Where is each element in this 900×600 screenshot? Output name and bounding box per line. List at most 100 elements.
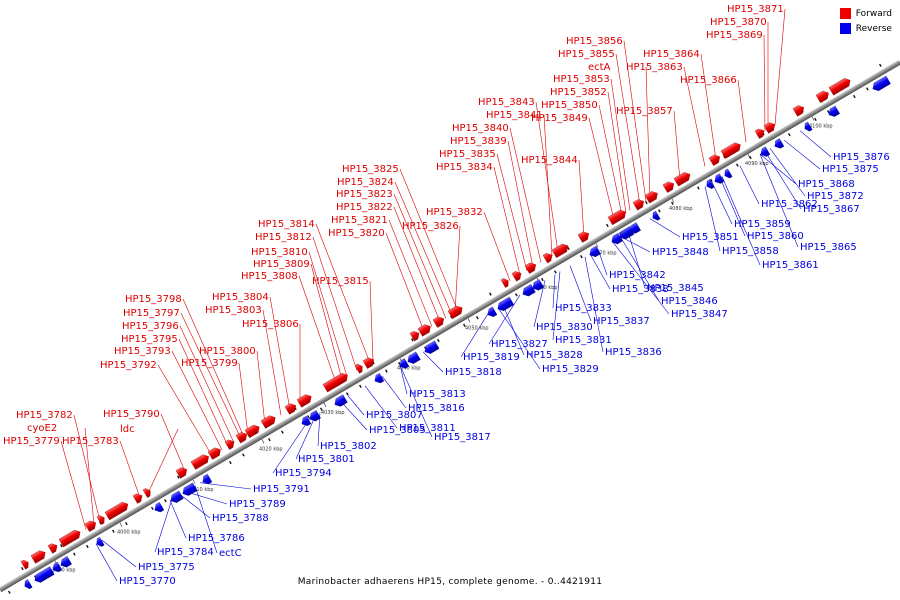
reverse-gene[interactable] — [827, 105, 840, 119]
forward-gene[interactable] — [828, 76, 853, 96]
reverse-gene-label[interactable]: HP15_3827 — [491, 339, 548, 350]
forward-gene-label[interactable]: HP15_3814 — [258, 219, 315, 230]
reverse-gene-label[interactable]: HP15_3813 — [409, 389, 466, 400]
forward-gene[interactable] — [409, 329, 421, 342]
forward-gene-label[interactable]: HP15_3832 — [426, 207, 483, 218]
forward-gene[interactable] — [84, 519, 98, 532]
reverse-gene[interactable] — [705, 179, 715, 190]
legend-forward[interactable]: Forward — [839, 8, 892, 19]
reverse-gene[interactable] — [759, 146, 771, 159]
reverse-gene-label[interactable]: HP15_3875 — [822, 164, 879, 175]
forward-gene[interactable] — [542, 251, 554, 264]
forward-gene[interactable] — [417, 323, 433, 337]
forward-gene-label[interactable]: HP15_3855 — [558, 49, 615, 60]
forward-gene[interactable] — [132, 492, 144, 504]
reverse-gene-label[interactable]: HP15_3847 — [671, 309, 728, 320]
reverse-gene[interactable] — [181, 482, 198, 498]
reverse-gene-label[interactable]: HP15_3788 — [212, 513, 269, 524]
forward-gene-label[interactable]: HP15_3871 — [727, 4, 784, 15]
reverse-gene-label[interactable]: HP15_3816 — [408, 403, 465, 414]
forward-gene[interactable] — [296, 392, 314, 408]
reverse-gene-label[interactable]: HP15_3836 — [605, 347, 662, 358]
forward-gene-label[interactable]: HP15_3843 — [478, 97, 535, 108]
forward-gene[interactable] — [47, 542, 59, 554]
forward-gene-label[interactable]: HP15_3866 — [680, 75, 737, 86]
reverse-gene[interactable] — [486, 306, 498, 319]
forward-gene-label[interactable]: HP15_3850 — [541, 100, 598, 111]
reverse-gene[interactable] — [398, 358, 410, 371]
reverse-gene-label[interactable]: HP15_3867 — [803, 204, 860, 215]
forward-gene-label[interactable]: HP15_3799 — [181, 358, 238, 369]
forward-gene[interactable] — [815, 89, 831, 104]
reverse-gene-label[interactable]: HP15_3833 — [555, 303, 612, 314]
forward-gene[interactable] — [500, 277, 511, 288]
reverse-gene[interactable] — [713, 173, 725, 186]
reverse-gene[interactable] — [373, 372, 385, 385]
reverse-gene-label[interactable]: HP15_3802 — [320, 441, 377, 452]
reverse-gene[interactable] — [95, 537, 105, 548]
forward-gene[interactable] — [632, 197, 646, 211]
reverse-gene-label[interactable]: HP15_3868 — [798, 179, 855, 190]
reverse-gene-label[interactable]: HP15_3838 — [612, 284, 669, 295]
forward-gene-label[interactable]: HP15_3870 — [710, 17, 767, 28]
forward-gene-label[interactable]: HP15_3820 — [328, 228, 385, 239]
forward-gene-label[interactable]: HP15_3857 — [616, 106, 673, 117]
reverse-gene[interactable] — [201, 473, 213, 486]
reverse-gene[interactable] — [773, 138, 785, 151]
forward-gene[interactable] — [551, 242, 570, 258]
reverse-gene-label[interactable]: HP15_3859 — [734, 219, 791, 230]
forward-gene[interactable] — [190, 453, 211, 470]
forward-gene-label[interactable]: HP15_3796 — [122, 321, 179, 332]
forward-gene[interactable] — [207, 446, 223, 460]
forward-gene-label[interactable]: HP15_3849 — [531, 113, 588, 124]
forward-gene[interactable] — [432, 315, 446, 328]
forward-gene-label[interactable]: HP15_3834 — [436, 162, 493, 173]
forward-gene[interactable] — [577, 230, 591, 243]
forward-gene-label[interactable]: cyoE2 — [27, 423, 57, 434]
reverse-gene-label[interactable]: HP15_3789 — [229, 499, 286, 510]
forward-gene[interactable] — [673, 170, 692, 187]
forward-gene-label[interactable]: HP15_3856 — [566, 36, 623, 47]
legend-reverse[interactable]: Reverse — [839, 23, 892, 34]
reverse-gene-label[interactable]: HP15_3851 — [682, 232, 739, 243]
forward-gene-label[interactable]: HP15_3841 — [486, 110, 543, 121]
reverse-gene-label[interactable]: HP15_3770 — [119, 576, 176, 587]
forward-gene[interactable] — [607, 208, 628, 226]
forward-gene-label[interactable]: HP15_3810 — [251, 247, 308, 258]
reverse-gene-label[interactable]: HP15_3817 — [434, 432, 491, 443]
forward-gene-label[interactable]: HP15_3815 — [312, 276, 369, 287]
forward-gene[interactable] — [224, 438, 236, 450]
forward-gene-label[interactable]: ldc — [120, 424, 135, 435]
reverse-gene-label[interactable]: HP15_3861 — [762, 260, 819, 271]
forward-gene[interactable] — [708, 153, 722, 166]
reverse-gene[interactable] — [871, 75, 891, 93]
reverse-gene-label[interactable]: HP15_3848 — [652, 247, 709, 258]
reverse-gene-label[interactable]: ectC — [219, 548, 242, 559]
forward-gene-label[interactable]: HP15_3853 — [553, 74, 610, 85]
forward-gene-label[interactable]: HP15_3803 — [205, 305, 262, 316]
reverse-gene-label[interactable]: HP15_3862 — [761, 199, 818, 210]
reverse-gene[interactable] — [628, 222, 641, 236]
reverse-gene-label[interactable]: HP15_3837 — [593, 316, 650, 327]
reverse-gene-label[interactable]: HP15_3786 — [188, 533, 245, 544]
forward-gene-label[interactable]: HP15_3800 — [199, 346, 256, 357]
forward-gene-label[interactable]: HP15_3852 — [550, 87, 607, 98]
forward-gene[interactable] — [30, 549, 48, 564]
reverse-gene-label[interactable]: HP15_3860 — [747, 231, 804, 242]
reverse-gene[interactable] — [521, 284, 536, 298]
reverse-gene-label[interactable]: HP15_3830 — [536, 322, 593, 333]
reverse-gene-label[interactable]: HP15_3845 — [647, 283, 704, 294]
forward-gene-label[interactable]: HP15_3864 — [643, 49, 700, 60]
forward-gene-label[interactable]: HP15_3782 — [16, 410, 73, 421]
reverse-gene[interactable] — [496, 296, 515, 313]
forward-gene-label[interactable]: HP15_3839 — [450, 136, 507, 147]
forward-gene[interactable] — [235, 430, 249, 444]
reverse-gene[interactable] — [33, 566, 55, 585]
reverse-gene[interactable] — [651, 210, 661, 222]
reverse-gene-label[interactable]: HP15_3775 — [138, 562, 195, 573]
forward-gene[interactable] — [284, 402, 298, 415]
reverse-gene-label[interactable]: HP15_3876 — [833, 152, 890, 163]
forward-gene[interactable] — [322, 371, 350, 393]
forward-gene-label[interactable]: HP15_3783 — [62, 436, 119, 447]
reverse-gene-label[interactable]: HP15_3831 — [555, 335, 612, 346]
